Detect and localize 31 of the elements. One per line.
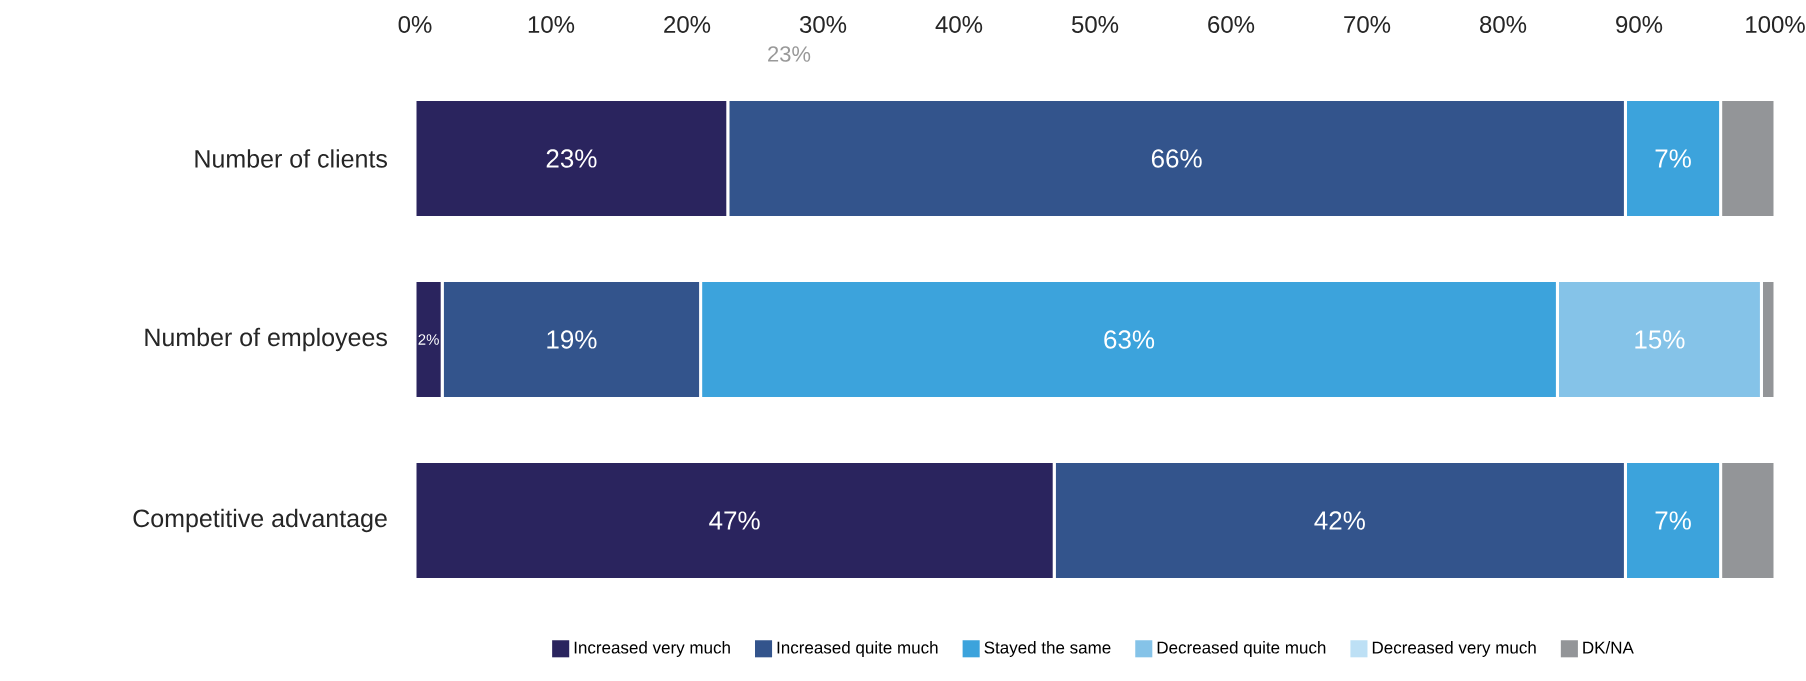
- y-tick-label: Number of clients: [195, 149, 387, 168]
- x-tick-label: 0%: [398, 15, 432, 33]
- x-tick-label: 60%: [1208, 15, 1255, 33]
- data-label: 42%: [1314, 511, 1365, 530]
- x-tick-label: 30%: [799, 15, 847, 33]
- legend-label: DK/NA: [1583, 641, 1634, 654]
- legend-label: Stayed the same: [984, 641, 1111, 657]
- data-label: 66%: [1151, 149, 1202, 168]
- data-label: 7%: [1655, 149, 1691, 168]
- data-label: 63%: [1104, 330, 1155, 349]
- x-tick-label: 90%: [1616, 15, 1663, 33]
- data-label: 15%: [1635, 330, 1685, 349]
- data-label: 7%: [1655, 511, 1691, 530]
- x-tick-label: 40%: [935, 15, 983, 33]
- x-tick-label: 20%: [664, 15, 711, 33]
- y-tick-label: Competitive advantage: [133, 508, 387, 533]
- x-tick-label: 70%: [1344, 15, 1391, 33]
- x-tick-label: 10%: [528, 15, 575, 33]
- data-label: 23%: [546, 149, 597, 168]
- x-tick-label: 100%: [1746, 15, 1805, 33]
- legend-label: Decreased quite much: [1157, 641, 1326, 657]
- data-label: 2%: [418, 334, 439, 345]
- legend-label: Increased quite much: [777, 641, 938, 657]
- data-label: 19%: [547, 330, 597, 349]
- text: 23%: [768, 46, 811, 62]
- data-label: 47%: [709, 511, 760, 530]
- x-tick-label: 50%: [1071, 15, 1119, 33]
- y-tick-label: Number of employees: [145, 327, 387, 352]
- legend-label: Increased very much: [574, 641, 730, 657]
- x-tick-label: 80%: [1480, 15, 1527, 33]
- legend-label: Decreased very much: [1372, 641, 1536, 657]
